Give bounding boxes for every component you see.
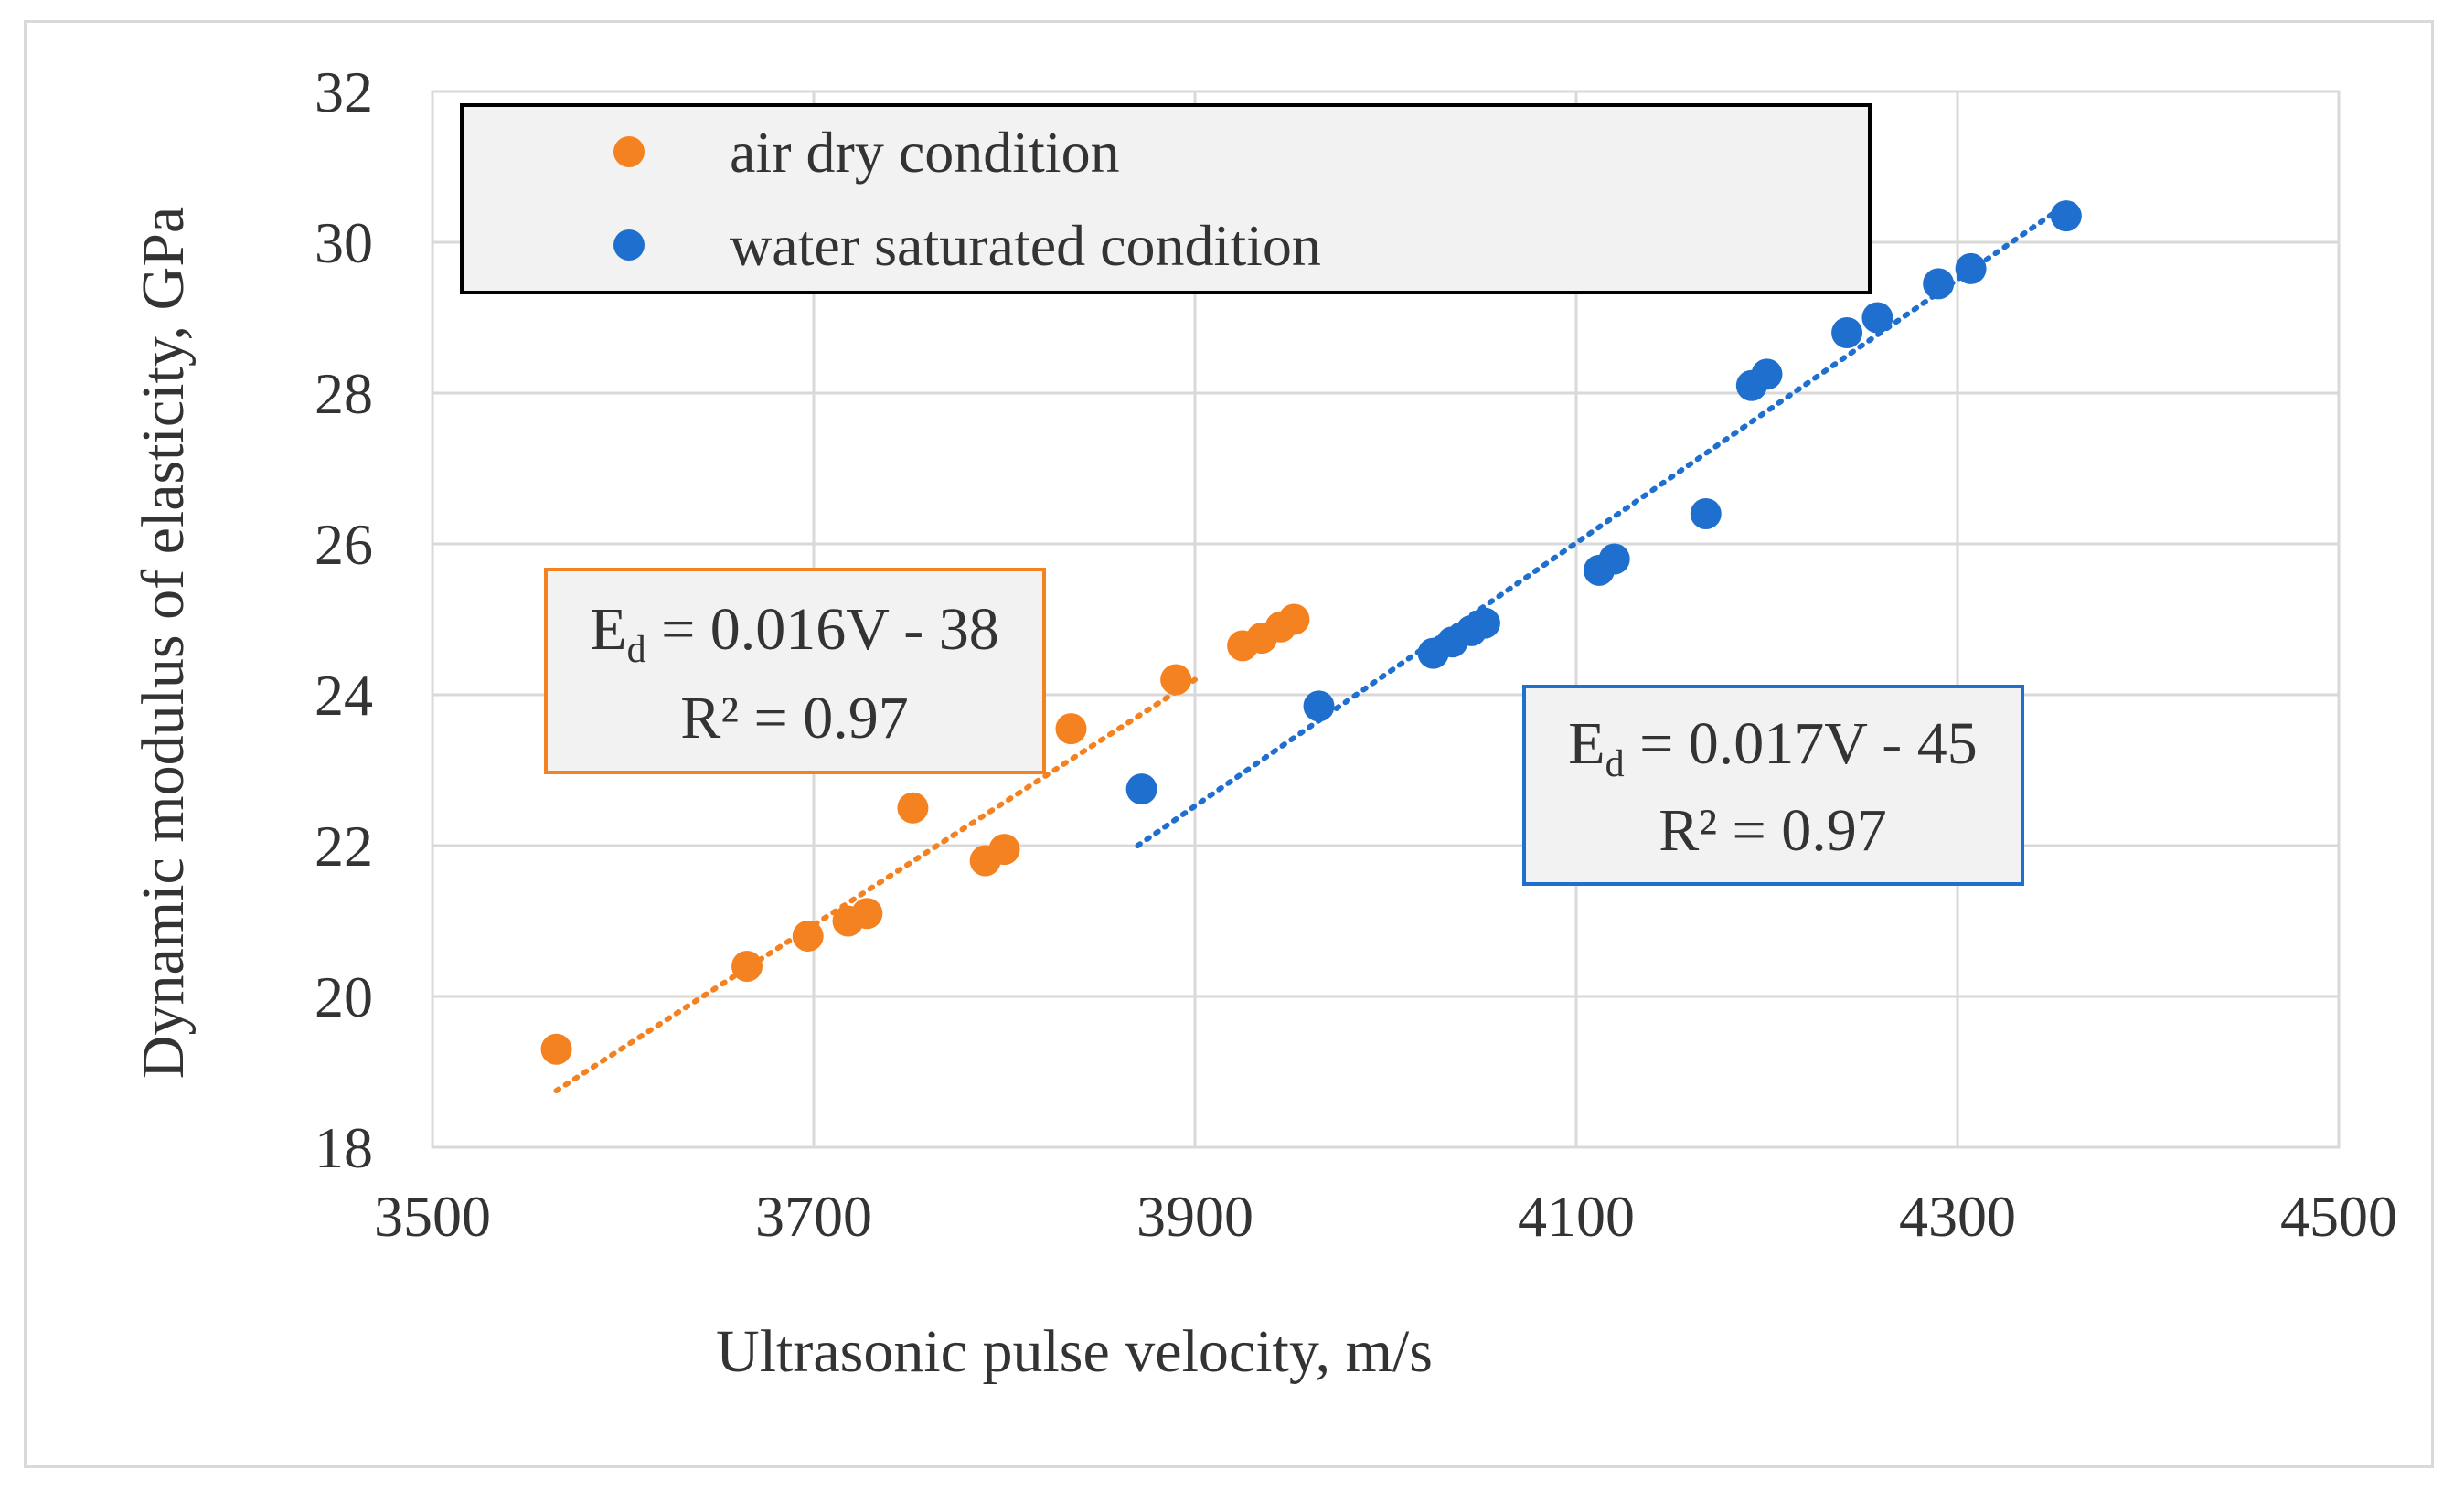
point-air-dry-condition-1 [731, 951, 763, 982]
legend-marker-water-saturated [613, 229, 645, 261]
x-tick-4100: 4100 [1518, 1184, 1635, 1249]
equation-box-water-saturated-frame [1522, 685, 2024, 886]
point-water-saturated-condition-8 [1690, 498, 1722, 529]
y-axis-label: Dynamic modulus of elasticity, GPa [130, 207, 197, 1079]
point-air-dry-condition-5 [897, 792, 929, 824]
r2-water-saturated: R² = 0.97 [1659, 797, 1887, 864]
y-tick-22: 22 [315, 814, 373, 879]
y-tick-26: 26 [315, 512, 373, 577]
legend-label-air-dry: air dry condition [730, 120, 1120, 185]
point-water-saturated-condition-10 [1751, 358, 1783, 390]
point-water-saturated-condition-5 [1468, 607, 1500, 639]
point-air-dry-condition-2 [792, 921, 824, 952]
point-water-saturated-condition-0 [1125, 773, 1157, 805]
point-water-saturated-condition-15 [2050, 200, 2082, 232]
legend: air dry condition water saturated condit… [460, 103, 1872, 294]
y-tick-30: 30 [315, 210, 373, 275]
point-water-saturated-condition-12 [1861, 302, 1893, 334]
x-tick-3700: 3700 [755, 1184, 872, 1249]
y-tick-20: 20 [315, 964, 373, 1029]
equation-air-dry: Ed = 0.016V - 38 [590, 596, 999, 671]
trendline-water-saturated-condition [1135, 201, 2069, 848]
equation-water-saturated: Ed = 0.017V - 45 [1568, 710, 1978, 785]
x-tick-4500: 4500 [2280, 1184, 2397, 1249]
equation-box-air-dry: Ed = 0.016V - 38 R² = 0.97 [544, 568, 1046, 774]
legend-marker-air-dry [613, 136, 645, 167]
plot-area [431, 90, 2341, 1149]
equation-box-water-saturated: Ed = 0.017V - 45 R² = 0.97 [1522, 685, 2024, 886]
x-tick-3900: 3900 [1136, 1184, 1253, 1249]
point-air-dry-condition-9 [1160, 664, 1192, 696]
legend-box [460, 103, 1872, 294]
data-points [540, 200, 2082, 1065]
equation-box-air-dry-frame [544, 568, 1046, 774]
point-air-dry-condition-7 [988, 834, 1020, 866]
y-tick-32: 32 [315, 59, 373, 124]
point-water-saturated-condition-11 [1831, 317, 1863, 348]
x-tick-4300: 4300 [1899, 1184, 2016, 1249]
point-water-saturated-condition-1 [1303, 690, 1335, 722]
legend-label-water-saturated: water saturated condition [730, 213, 1321, 278]
point-water-saturated-condition-13 [1923, 268, 1955, 300]
r2-air-dry: R² = 0.97 [680, 685, 909, 751]
y-tick-24: 24 [315, 663, 373, 728]
x-tick-labels: 3500 3700 3900 4100 4300 4500 [374, 1184, 2397, 1249]
point-air-dry-condition-13 [1278, 603, 1310, 635]
point-air-dry-condition-4 [851, 898, 883, 930]
y-tick-28: 28 [315, 361, 373, 426]
trendlines [553, 201, 2069, 1094]
x-tick-3500: 3500 [374, 1184, 491, 1249]
x-axis-label: Ultrasonic pulse velocity, m/s [716, 1318, 1433, 1385]
point-water-saturated-condition-14 [1955, 252, 1987, 284]
y-tick-18: 18 [315, 1115, 373, 1180]
point-air-dry-condition-0 [540, 1033, 572, 1065]
y-tick-labels: 18 20 22 24 26 28 30 32 [315, 59, 373, 1180]
point-air-dry-condition-8 [1055, 713, 1087, 745]
point-water-saturated-condition-7 [1598, 543, 1630, 575]
